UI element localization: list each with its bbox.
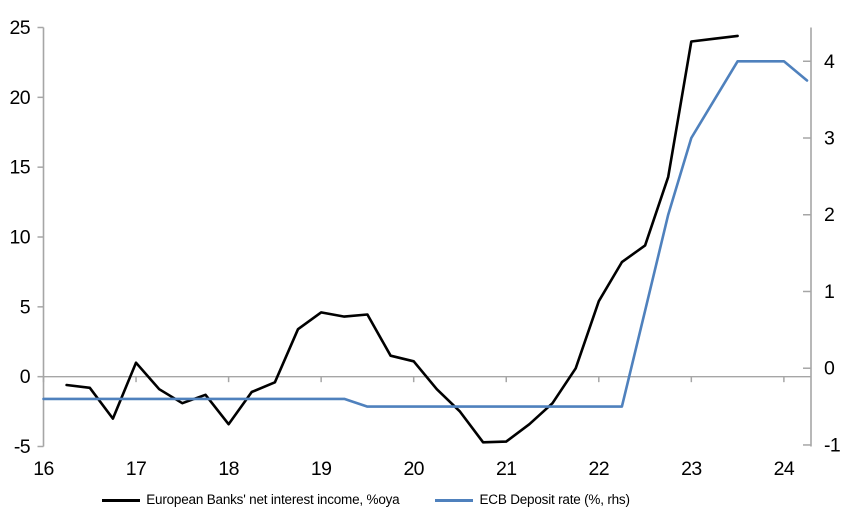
x-axis-tick-label: 24 [774,458,795,480]
right-axis-tick-label: 1 [824,281,834,303]
x-axis-tick-label: 22 [589,458,610,480]
legend-line-sample-blue [435,498,474,502]
left-axis-tick-label: 20 [10,87,31,109]
legend-label-ecb-deposit-rate: ECB Deposit rate (%, rhs) [479,492,630,508]
right-axis-tick-label: 3 [824,128,834,150]
left-axis-tick-label: 10 [10,227,31,249]
right-axis-tick-label: 0 [824,358,835,380]
x-axis-tick-label: 17 [126,458,147,480]
x-axis-tick-label: 23 [681,458,702,480]
legend-item-net-interest-income: European Banks' net interest income, %oy… [102,492,400,508]
right-axis-tick-label: 4 [824,51,835,73]
legend-line-sample-black [102,498,141,502]
x-axis-tick-label: 20 [403,458,424,480]
left-axis-tick-label: 5 [20,296,31,318]
left-axis-tick-label: 25 [10,17,31,39]
series-line-net-interest-income [65,34,739,444]
right-axis-tick-label: -1 [824,434,840,456]
right-axis-tick-label: 2 [824,204,834,226]
legend: European Banks' net interest income, %oy… [0,489,732,511]
left-axis-tick-label: -5 [14,436,31,458]
x-axis-tick-label: 16 [33,458,54,480]
x-axis-tick-label: 19 [311,458,332,480]
left-axis-tick-label: 0 [20,366,31,388]
series-line-ecb-deposit-rate [42,59,809,408]
legend-item-ecb-deposit-rate: ECB Deposit rate (%, rhs) [435,492,630,508]
left-axis-tick-label: 15 [10,157,31,179]
legend-label-net-interest-income: European Banks' net interest income, %oy… [146,492,400,508]
x-axis-tick-label: 18 [218,458,239,480]
x-axis-tick-label: 21 [496,458,517,480]
